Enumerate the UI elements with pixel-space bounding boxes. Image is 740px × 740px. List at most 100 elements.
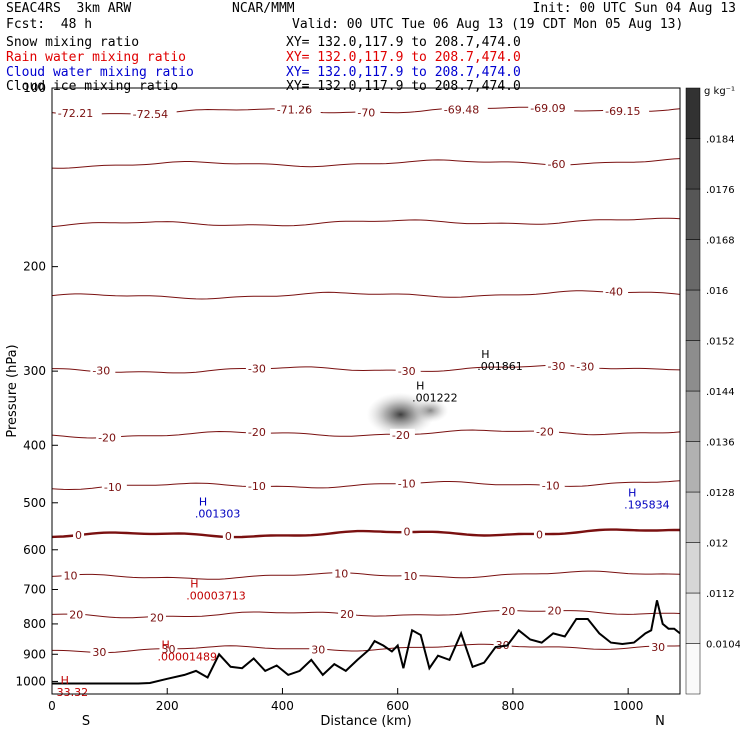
- contour-line--10: [52, 480, 680, 491]
- contour-label: 0: [225, 530, 232, 543]
- contour-label: -20: [392, 429, 410, 442]
- colorbar-level-label: .0136: [706, 438, 735, 449]
- contour-label-bg: [389, 428, 415, 440]
- contour-label-bg: [274, 103, 321, 115]
- extremum-value: 33.32: [57, 686, 88, 699]
- contour-label-bg: [245, 362, 271, 374]
- contour-label: 10: [64, 569, 78, 582]
- y-axis-label: Pressure (hPa): [5, 344, 20, 437]
- contour-label: -10: [398, 477, 416, 490]
- contour-label: -71.26: [277, 104, 312, 117]
- colorbar-unit: g kg⁻¹: [704, 86, 735, 97]
- contour-label: -72.21: [58, 107, 93, 120]
- contour-label-bg: [332, 567, 351, 579]
- contour-label: 0: [403, 526, 410, 539]
- extremum-value: .195834: [624, 499, 670, 512]
- contour-label-bg: [574, 360, 600, 372]
- extremum-mark: H: [416, 379, 424, 392]
- y-tick-label: 900: [23, 647, 46, 661]
- y-tick-label: 400: [23, 438, 46, 452]
- contour-line-20: [52, 610, 680, 619]
- terrain-line: [52, 600, 680, 685]
- valid-time: Valid: 00 UTC Tue 06 Aug 13 (19 CDT Mon …: [292, 17, 684, 32]
- contour-line-0: [52, 528, 680, 539]
- y-tick-label: 500: [23, 496, 46, 510]
- contour-label: -30: [398, 365, 416, 378]
- contour-label-bg: [55, 106, 102, 118]
- contour-label-bg: [245, 426, 271, 438]
- colorbar-swatch: [685, 491, 701, 543]
- x-tick-label: 600: [386, 699, 409, 713]
- contour-label-bg: [603, 105, 650, 117]
- x-tick-label: 1000: [613, 699, 644, 713]
- contour-label-bg: [61, 569, 80, 581]
- endpoint-right-label: N: [655, 714, 665, 729]
- contour-label-bg: [395, 477, 421, 489]
- field-xy-rain: XY= 132.0,117.9 to 208.7,474.0: [286, 50, 521, 65]
- colorbar-level-label: .0184: [706, 135, 735, 146]
- contour-label: -70: [357, 107, 375, 120]
- contour-label-bg: [533, 425, 559, 437]
- colorbar-level-label: .0152: [706, 337, 735, 348]
- y-tick-label: 600: [23, 543, 46, 557]
- extremum-mark: H: [161, 638, 169, 651]
- contour-label-bg: [130, 108, 177, 120]
- contour-label-bg: [245, 479, 271, 491]
- extremum-mark: H: [199, 495, 207, 508]
- colorbar-level-label: .012: [706, 539, 728, 550]
- contour-label-bg: [499, 605, 518, 617]
- contour-label: 30: [92, 646, 106, 659]
- contour-label: 10: [334, 567, 348, 580]
- contour-label-bg: [401, 569, 420, 581]
- x-tick-label: 0: [48, 699, 56, 713]
- y-tick-label: 1000: [15, 674, 46, 688]
- extremum-value: .001861: [477, 360, 523, 373]
- contour-label-bg: [222, 530, 234, 542]
- contour-label-bg: [159, 643, 178, 655]
- contour-label: -60: [547, 158, 565, 171]
- colorbar-level-label: .0144: [706, 387, 735, 398]
- extremum-mark: H: [481, 348, 489, 361]
- colorbar-swatch: [685, 441, 701, 493]
- contour-label: 0: [536, 528, 543, 541]
- contour-label-bg: [147, 611, 166, 623]
- model-title: SEAC4RS 3km ARW: [6, 1, 132, 16]
- contour-label: 10: [403, 570, 417, 583]
- extremum-value: .001222: [412, 391, 458, 404]
- contour-label-bg: [101, 481, 127, 493]
- field-xy-cloudwater: XY= 132.0,117.9 to 208.7,474.0: [286, 65, 521, 80]
- plot-frame: [51, 87, 681, 695]
- colorbar-level-label: 0.0104: [706, 640, 740, 651]
- extremum-mark: H: [190, 578, 198, 591]
- contour-label-bg: [90, 364, 116, 376]
- y-tick-label: 700: [23, 583, 46, 597]
- contour-line-10: [52, 570, 680, 580]
- field-label-cloudwater: Cloud water mixing ratio: [6, 65, 194, 80]
- colorbar-level-label: .0168: [706, 236, 735, 247]
- contour-label: -69.48: [444, 103, 479, 116]
- x-axis-label: Distance (km): [320, 714, 411, 729]
- contour-label-bg: [539, 479, 565, 491]
- colorbar-swatch: [685, 87, 701, 139]
- contour-label: -10: [104, 481, 122, 494]
- forecast-hour: Fcst: 48 h: [6, 17, 93, 32]
- field-xy-cloudice: XY= 132.0,117.9 to 208.7,474.0: [286, 79, 521, 94]
- contour-label: 30: [161, 643, 175, 656]
- contour-label: 20: [150, 611, 164, 624]
- contour-label: 30: [311, 643, 325, 656]
- contour-label-bg: [90, 645, 109, 657]
- contour-label: -40: [605, 285, 623, 298]
- colorbar-level-label: .0128: [706, 488, 735, 499]
- x-tick-label: 800: [501, 699, 524, 713]
- field-label-rain: Rain water mixing ratio: [6, 50, 187, 65]
- x-tick-label: 200: [156, 699, 179, 713]
- contour-label: 20: [501, 605, 515, 618]
- colorbar-swatch: [685, 592, 701, 644]
- x-tick-label: 400: [271, 699, 294, 713]
- contour-label-bg: [401, 525, 413, 537]
- contour-label: 20: [547, 605, 561, 618]
- colorbar-swatch: [685, 289, 701, 341]
- extremum-value: .001303: [195, 507, 241, 520]
- contour-label: -69.09: [530, 102, 565, 115]
